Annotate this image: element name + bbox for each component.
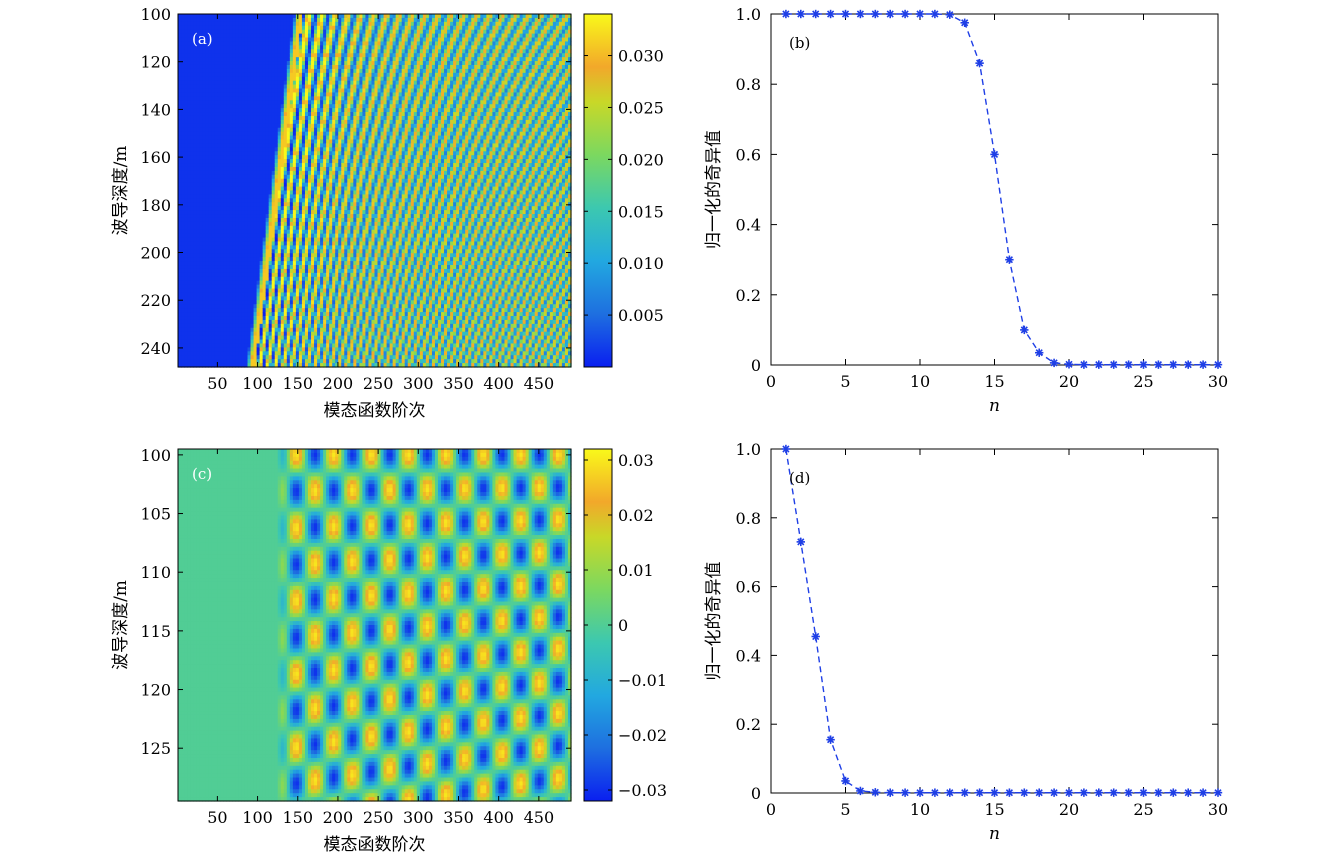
heatmap-a [178,14,572,368]
figure: 50 100 150 200 250 300 350 400 45010012014016018… [0,0,1339,862]
